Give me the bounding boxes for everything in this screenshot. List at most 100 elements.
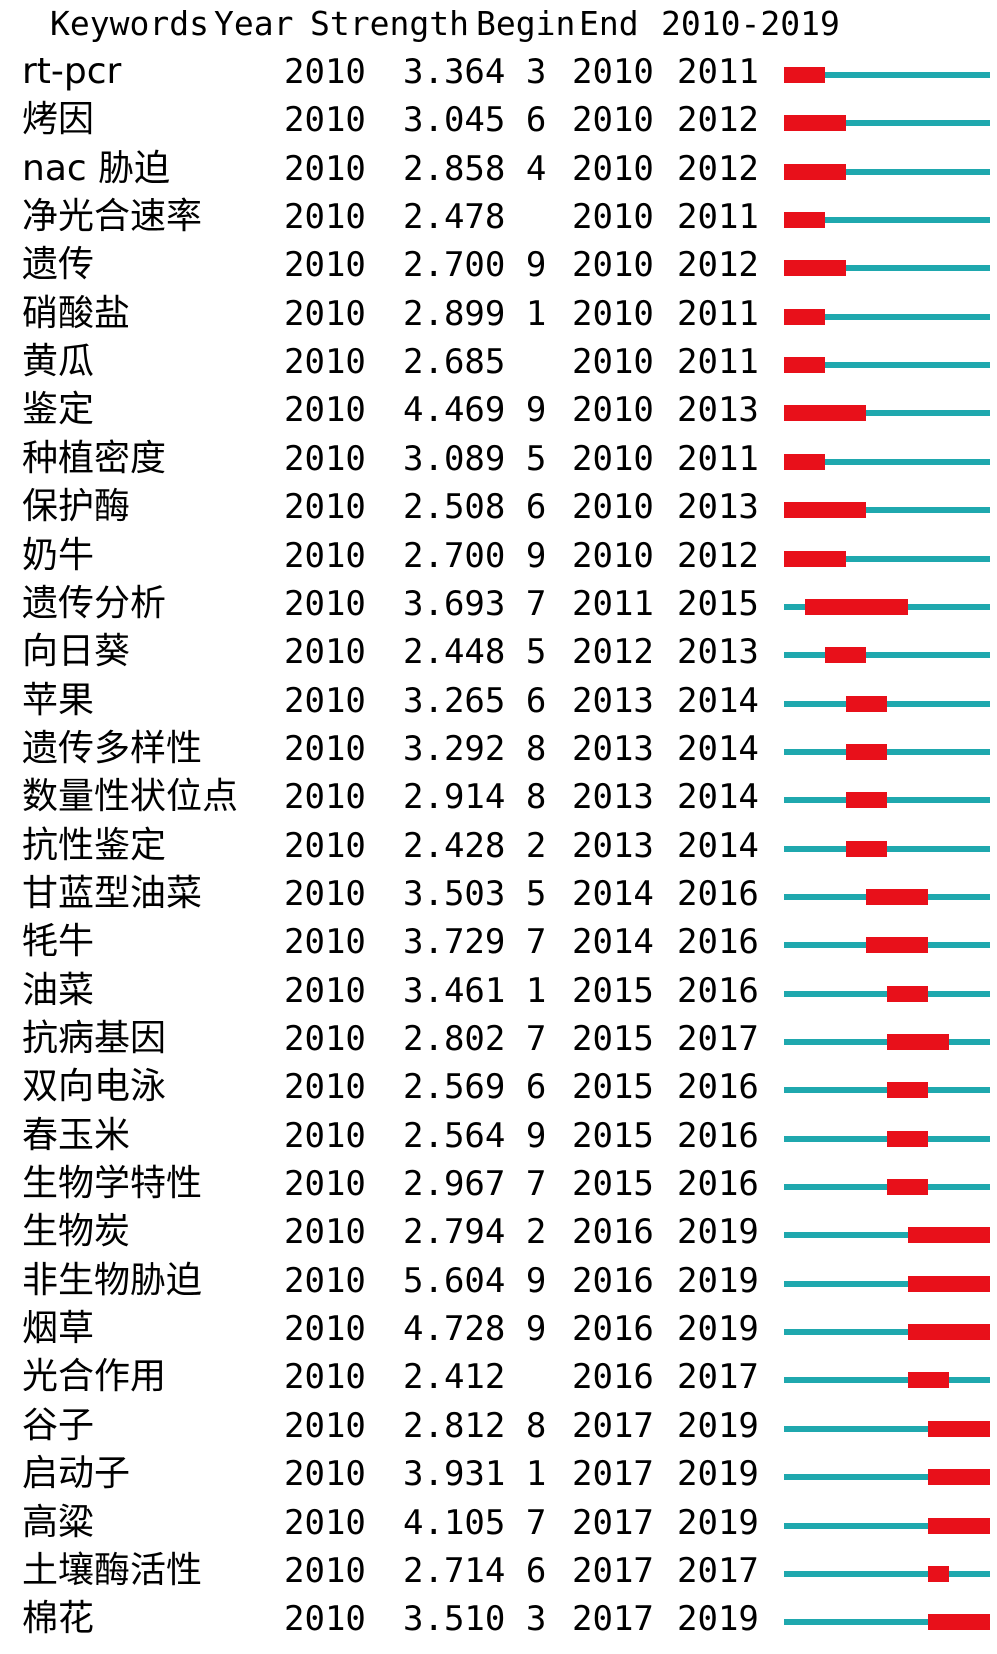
keyword-cell: 光合作用 [22,1356,167,1398]
strength-cell: 2.812 8 [403,1405,547,1446]
strength-cell: 2.428 2 [403,825,547,866]
timeline-track [784,453,990,470]
keyword-cell: 非生物胁迫 [22,1259,203,1301]
begin-cell: 2011 [572,583,654,624]
timeline-track [784,1517,990,1534]
header-year: Year [214,4,294,43]
begin-cell: 2013 [572,825,654,866]
timeline-track [784,1034,990,1050]
burst-segment [804,598,908,615]
begin-cell: 2017 [572,1599,654,1640]
begin-cell: 2013 [572,680,654,721]
timeline-track [784,695,990,712]
year-cell: 2010 [284,1309,366,1350]
header-begin: Begin [476,4,576,43]
table-row: 苹果 2010 3.265 6 2013 2014 [0,677,997,725]
timeline-track [784,308,990,325]
timeline-track [784,212,990,229]
year-cell: 2010 [284,632,366,673]
strength-cell: 2.794 2 [403,1212,547,1253]
keyword-cell: 启动子 [22,1453,131,1495]
begin-cell: 2010 [572,100,654,141]
table-row: 启动子 2010 3.931 1 2017 2019 [0,1450,997,1498]
begin-cell: 2010 [572,487,654,528]
burst-segment [784,260,846,277]
strength-cell: 2.967 7 [403,1164,547,1205]
burst-segment [784,308,826,325]
timeline-track [784,67,990,83]
keyword-cell: 土壤酶活性 [22,1549,203,1591]
keyword-cell: 抗性鉴定 [22,824,167,866]
timeline-track [784,647,990,664]
begin-cell: 2013 [572,777,654,818]
strength-cell: 2.700 9 [403,245,547,286]
begin-cell: 2016 [572,1309,654,1350]
keyword-cell: 鉴定 [22,389,95,431]
end-cell: 2013 [677,487,759,528]
strength-cell: 2.899 1 [403,293,547,334]
strength-cell: 5.604 9 [403,1260,547,1301]
strength-cell: 2.700 9 [403,535,547,576]
keyword-cell: nac 胁迫 [22,147,171,189]
table-row: 非生物胁迫 2010 5.604 9 2016 2019 [0,1257,997,1305]
keyword-cell: 黄瓜 [22,341,95,383]
timeline-track [784,115,990,132]
begin-cell: 2013 [572,728,654,769]
strength-cell: 3.089 5 [403,438,547,479]
burst-segment [845,743,887,760]
table-row: 甘蓝型油菜 2010 3.503 5 2014 2016 [0,870,997,918]
strength-cell: 4.469 9 [403,390,547,431]
begin-cell: 2015 [572,1115,654,1156]
strength-cell: 3.931 1 [403,1454,547,1495]
table-row: 遗传 2010 2.700 9 2010 2012 [0,241,997,289]
table-row: 黄瓜 2010 2.685 2010 2011 [0,338,997,386]
burst-segment [928,1614,990,1631]
end-cell: 2014 [677,777,759,818]
keyword-cell: 种植密度 [22,437,167,479]
table-row: 光合作用 2010 2.412 2016 2017 [0,1353,997,1401]
year-cell: 2010 [284,728,366,769]
strength-cell: 2.914 8 [403,777,547,818]
burst-segment [928,1517,990,1534]
year-cell: 2010 [284,1502,366,1543]
keyword-cell: 烟草 [22,1308,95,1350]
burst-segment [845,792,887,809]
burst-segment [928,1469,990,1486]
begin-cell: 2015 [572,1067,654,1108]
year-cell: 2010 [284,535,366,576]
begin-cell: 2016 [572,1357,654,1398]
table-row: 净光合速率 2010 2.478 2010 2011 [0,193,997,241]
begin-cell: 2015 [572,1164,654,1205]
burst-segment [907,1372,949,1389]
year-cell: 2010 [284,1260,366,1301]
begin-cell: 2014 [572,873,654,914]
year-cell: 2010 [284,873,366,914]
keyword-cell: rt-pcr [22,51,122,92]
begin-cell: 2015 [572,970,654,1011]
strength-cell: 3.510 3 [403,1599,547,1640]
end-cell: 2016 [677,873,759,914]
burst-segment [887,1130,929,1147]
timeline-track [784,743,990,760]
year-cell: 2010 [284,777,366,818]
keyword-cell: 高粱 [22,1501,95,1543]
end-cell: 2019 [677,1454,759,1495]
table-row: 春玉米 2010 2.564 9 2015 2016 [0,1112,997,1160]
end-cell: 2012 [677,535,759,576]
timeline-track [784,937,990,954]
timeline-track [784,1420,990,1437]
end-cell: 2019 [677,1212,759,1253]
strength-cell: 3.461 1 [403,970,547,1011]
keyword-cell: 牦牛 [22,921,95,963]
table-row: 保护酶 2010 2.508 6 2010 2013 [0,483,997,531]
table-row: 油菜 2010 3.461 1 2015 2016 [0,967,997,1015]
strength-cell: 3.265 6 [403,680,547,721]
table-row: 遗传分析 2010 3.693 7 2011 2015 [0,580,997,628]
strength-cell: 3.364 3 [403,52,547,92]
timeline-track [784,792,990,809]
table-row: 种植密度 2010 3.089 5 2010 2011 [0,435,997,483]
strength-cell: 2.448 5 [403,632,547,673]
year-cell: 2010 [284,52,366,92]
table-row: 生物学特性 2010 2.967 7 2015 2016 [0,1160,997,1208]
header-keywords: Keywords [50,4,209,43]
